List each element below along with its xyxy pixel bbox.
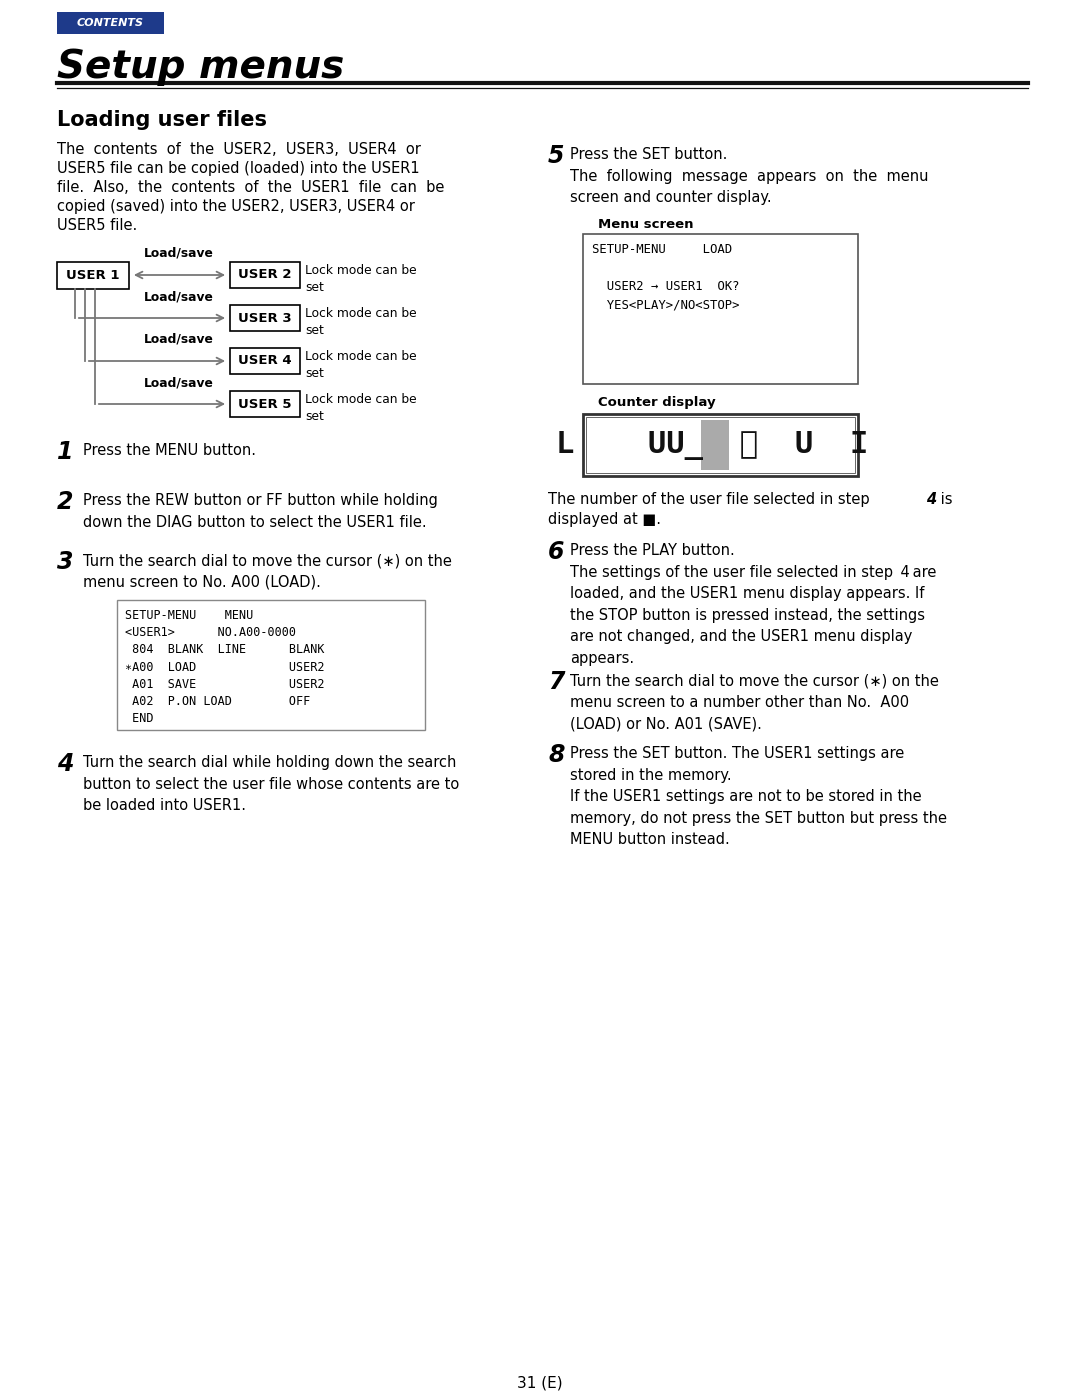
Text: USER 2: USER 2 — [239, 268, 292, 282]
Text: USER5 file.: USER5 file. — [57, 218, 137, 233]
Text: Load/save: Load/save — [144, 332, 214, 346]
Text: 5: 5 — [548, 144, 565, 168]
Bar — [230, 305, 300, 331]
Text: USER 4: USER 4 — [239, 355, 292, 367]
Bar — [583, 235, 858, 384]
Text: The  contents  of  the  USER2,  USER3,  USER4  or: The contents of the USER2, USER3, USER4 … — [57, 142, 421, 156]
Text: 1: 1 — [57, 440, 73, 464]
Bar — [583, 414, 858, 476]
Text: 6: 6 — [548, 541, 565, 564]
Text: SETUP-MENU    MENU
<USER1>      NO.A00-0000
 804  BLANK  LINE      BLANK
∗A00  L: SETUP-MENU MENU <USER1> NO.A00-0000 804 … — [125, 609, 324, 725]
Text: The number of the user file selected in step: The number of the user file selected in … — [548, 492, 874, 507]
Text: Lock mode can be
set: Lock mode can be set — [305, 264, 417, 293]
Text: file.  Also,  the  contents  of  the  USER1  file  can  be: file. Also, the contents of the USER1 fi… — [57, 180, 444, 196]
Text: Lock mode can be
set: Lock mode can be set — [305, 351, 417, 380]
Text: Loading user files: Loading user files — [57, 110, 267, 130]
Bar — [230, 391, 300, 416]
Text: 4: 4 — [926, 492, 936, 507]
Bar — [117, 599, 426, 731]
Text: Press the SET button. The USER1 settings are
stored in the memory.
If the USER1 : Press the SET button. The USER1 settings… — [570, 746, 947, 848]
Bar — [230, 263, 300, 288]
Bar — [57, 13, 164, 34]
Text: USER 1: USER 1 — [66, 270, 120, 282]
Text: Load/save: Load/save — [144, 247, 214, 260]
Text: 4: 4 — [57, 752, 73, 775]
Text: Lock mode can be
set: Lock mode can be set — [305, 393, 417, 423]
Text: Menu screen: Menu screen — [598, 218, 693, 231]
Text: displayed at ■.: displayed at ■. — [548, 511, 661, 527]
Text: 8: 8 — [548, 743, 565, 767]
Text: copied (saved) into the USER2, USER3, USER4 or: copied (saved) into the USER2, USER3, US… — [57, 198, 415, 214]
Text: Press the SET button.
The  following  message  appears  on  the  menu
screen and: Press the SET button. The following mess… — [570, 147, 929, 205]
Text: 7: 7 — [548, 671, 565, 694]
Bar — [586, 416, 855, 474]
Text: Press the MENU button.: Press the MENU button. — [83, 443, 256, 458]
Text: is: is — [936, 492, 953, 507]
Text: USER 5: USER 5 — [239, 398, 292, 411]
Text: Lock mode can be
set: Lock mode can be set — [305, 307, 417, 337]
Text: Press the REW button or FF button while holding
down the DIAG button to select t: Press the REW button or FF button while … — [83, 493, 437, 529]
Text: CONTENTS: CONTENTS — [77, 18, 144, 28]
Text: Counter display: Counter display — [598, 395, 716, 409]
Text: Load/save: Load/save — [144, 376, 214, 388]
Text: SETUP-MENU     LOAD

  USER2 → USER1  OK?
  YES<PLAY>/NO<STOP>: SETUP-MENU LOAD USER2 → USER1 OK? YES<PL… — [592, 243, 740, 312]
Text: Setup menus: Setup menus — [57, 47, 345, 87]
Bar — [230, 348, 300, 374]
Text: Turn the search dial to move the cursor (∗) on the
menu screen to No. A00 (LOAD): Turn the search dial to move the cursor … — [83, 553, 451, 590]
Text: USER 3: USER 3 — [239, 312, 292, 324]
Text: Turn the search dial while holding down the search
button to select the user fil: Turn the search dial while holding down … — [83, 754, 459, 813]
Bar — [701, 420, 729, 469]
Text: Turn the search dial to move the cursor (∗) on the
menu screen to a number other: Turn the search dial to move the cursor … — [570, 673, 939, 731]
Text: 31 (E): 31 (E) — [517, 1375, 563, 1390]
Text: Press the PLAY button.
The settings of the user file selected in step  4 are
loa: Press the PLAY button. The settings of t… — [570, 543, 936, 666]
Text: L    UU̲  〉  U  I: L UU̲ 〉 U I — [556, 430, 868, 460]
Text: 2: 2 — [57, 490, 73, 514]
Bar — [57, 263, 129, 289]
Text: 3: 3 — [57, 550, 73, 574]
Text: USER5 file can be copied (loaded) into the USER1: USER5 file can be copied (loaded) into t… — [57, 161, 420, 176]
Text: Load/save: Load/save — [144, 291, 214, 303]
